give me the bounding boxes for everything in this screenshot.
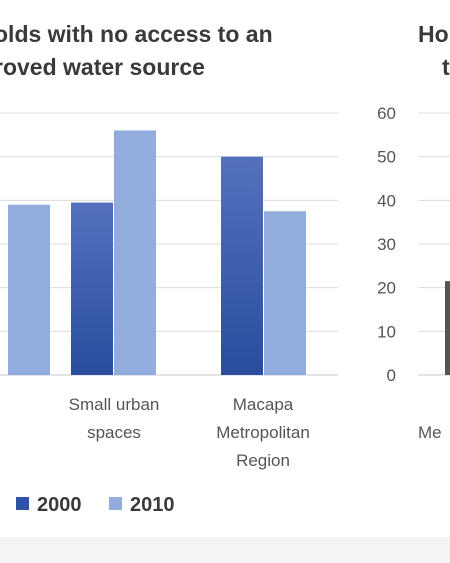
legend-swatch-2010	[109, 497, 122, 510]
category-label-1-0: Small urban	[69, 395, 160, 414]
category-label-1-1: spaces	[87, 423, 141, 442]
right-y-tick-10: 10	[377, 322, 396, 341]
left-chart-title: olds with no access to an roved water so…	[0, 18, 304, 84]
right-y-tick-0: 0	[387, 366, 396, 385]
right-bar-0	[445, 281, 450, 375]
right-y-tick-40: 40	[377, 191, 396, 210]
left-chart-title-line-1: olds with no access to an	[0, 21, 273, 47]
left-chart-title-line-2: roved water source	[0, 54, 205, 80]
footer-band	[0, 537, 450, 563]
category-label-2-0: Macapa	[233, 395, 294, 414]
legend-label-2010: 2010	[130, 494, 175, 516]
right-y-tick-30: 30	[377, 235, 396, 254]
right-y-tick-50: 50	[377, 148, 396, 167]
category-label-2-1: Metropolitan	[216, 423, 310, 442]
right-chart-title-line-2: t	[442, 54, 450, 80]
legend-label-2000: 2000	[37, 494, 82, 516]
right-category-label-0-0: Me	[418, 423, 442, 442]
legend-swatch-2000	[16, 497, 29, 510]
right-y-tick-20: 20	[377, 279, 396, 298]
bar-2010-2	[264, 211, 306, 375]
right-chart-title-line-1: Ho	[418, 21, 449, 47]
bar-2000-1	[71, 202, 113, 375]
right-y-tick-60: 60	[377, 104, 396, 123]
bar-2010-1	[114, 130, 156, 375]
category-label-2-2: Region	[236, 451, 290, 470]
bar-2000-2	[221, 156, 263, 375]
right-chart-title: Ho t	[418, 18, 450, 84]
bar-2010-0	[8, 204, 50, 375]
